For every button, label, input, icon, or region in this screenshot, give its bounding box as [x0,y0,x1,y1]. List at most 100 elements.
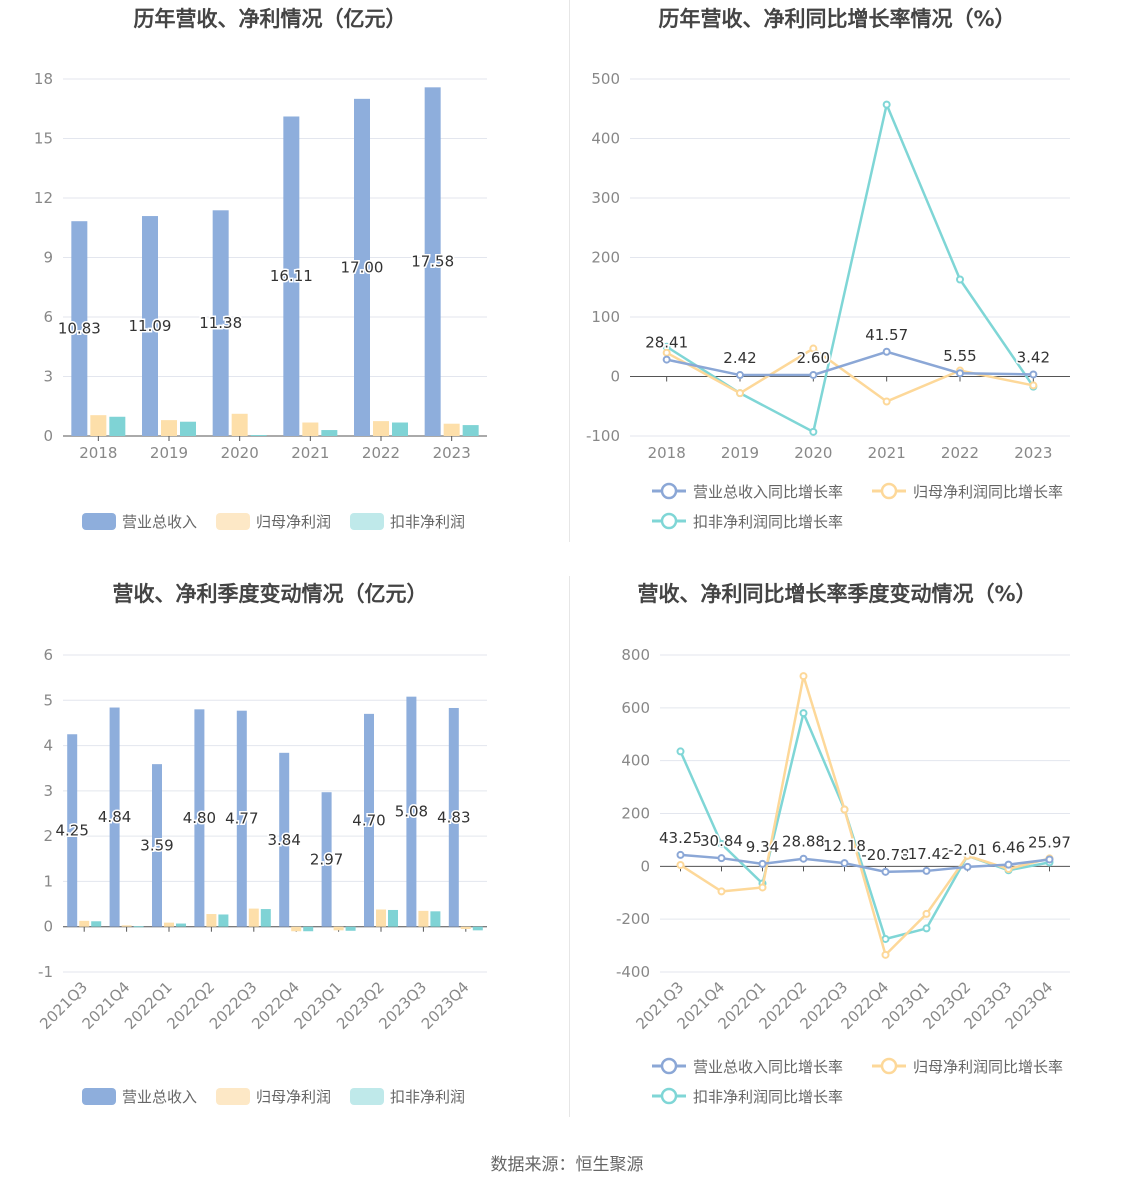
data-label: 2.97 [310,850,343,868]
panel-quarterly-growth-rate: 营收、净利同比增长率季度变动情况（%） -400 -200 0 200 400 600 800… [567,575,1134,1150]
legend-marker [660,512,678,530]
bar-net-profit [248,908,259,927]
x-tick-label: 2023 [433,444,471,462]
legend-label: 扣非净利润同比增长率 [693,1088,843,1106]
data-point [1029,381,1038,390]
legend-label: 归母净利润 [256,1088,331,1106]
divider-bottom [569,576,570,1117]
data-point [676,861,685,870]
data-label: 41.57 [865,326,908,344]
data-point [758,883,767,892]
legend-label: 营业总收入同比增长率 [693,1058,843,1076]
y-tick-label: 18 [34,70,53,88]
bar-deducted-profit [462,425,479,436]
y-tick-label: -200 [616,910,650,928]
bar-net-profit [161,420,177,436]
bar-revenue [364,713,374,927]
y-tick-label: 6 [43,308,53,326]
x-tick-label: 2022 [362,444,400,462]
data-label: 5.55 [943,347,976,365]
legend-swatch [82,1088,116,1105]
data-point [881,934,890,943]
bar-net-profit [460,926,471,929]
data-point [922,909,931,918]
bar-net-profit [79,920,90,927]
y-tick-label: 400 [621,752,650,770]
y-tick-label: 4 [43,737,53,755]
y-tick-label: 400 [591,130,620,148]
data-point [922,924,931,933]
series-line [679,675,1050,958]
bar-revenue [354,98,370,436]
data-point [881,867,890,876]
data-label: 17.00 [341,258,384,276]
y-tick-label: 3 [43,782,53,800]
data-point [809,344,818,353]
data-label: 5.08 [395,803,428,821]
bar-net-profit [443,423,460,436]
chart-annual-revenue-profit: 历年营收、净利情况（亿元） 0 3 6 9 12 15 18 2018 2019 2020 2021 2… [34,7,487,531]
x-tick-label: 2023 [1014,444,1052,462]
bar-net-profit [164,922,174,927]
bar-revenue [406,696,417,927]
data-point [956,275,964,284]
data-label: 4.83 [437,808,470,826]
legend-label: 营业总收入 [122,1088,197,1106]
y-tick-label: 0 [43,427,53,445]
bar-deducted-profit [260,909,271,927]
bar-revenue [283,116,300,437]
chart-title: 历年营收、净利同比增长率情况（%） [658,7,1015,31]
data-point [758,859,767,868]
data-point [809,370,818,379]
data-point [922,866,931,875]
y-tick-label: -1 [38,963,53,981]
x-tick-label: 2018 [79,444,117,462]
x-tick-label: 2018 [648,444,686,462]
data-label: 4.80 [183,809,216,827]
bar-deducted-profit [345,926,356,931]
y-tick-label: 0 [43,918,53,936]
data-label: 4.70 [352,811,385,829]
y-tick-label: 9 [43,249,53,267]
legend-swatch [216,1088,250,1105]
panel-annual-revenue-profit: 历年营收、净利情况（亿元） 0 3 6 9 12 15 18 2018 2019 2020 2021 2… [0,0,567,575]
x-tick-label: 2021 [291,444,329,462]
bar-deducted-profit [392,422,408,436]
series-line [680,853,1050,874]
y-tick-label: 300 [591,189,620,207]
bar-deducted-profit [250,435,267,437]
bar-deducted-profit [109,416,126,436]
data-point [882,397,891,406]
data-source-note: 数据来源：恒生聚源 [490,1155,644,1175]
bar-revenue [71,221,88,436]
bar-revenue [212,210,229,436]
bar-net-profit [418,910,429,927]
data-label: 30.84 [700,832,743,850]
x-tick-label: 2020 [221,444,259,462]
panel-annual-growth-rate: 历年营收、净利同比增长率情况（%） -100 0 100 200 300 400 500 201… [567,0,1134,575]
data-label: 25.97 [1028,833,1071,851]
legend-label: 扣非净利润 [390,1088,465,1106]
legend-label: 营业总收入同比增长率 [693,483,843,501]
legend-marker [660,1057,678,1075]
x-tick-label: 2021 [868,444,906,462]
data-point [662,355,671,364]
bar-revenue [109,707,120,927]
data-label: -20.78 [861,846,909,864]
data-point [840,805,849,814]
bar-revenue [321,792,332,927]
x-tick-label: 2019 [721,444,759,462]
data-point [1004,860,1013,869]
bar-revenue [142,216,158,436]
chart-title: 历年营收、净利情况（亿元） [134,7,407,31]
y-tick-label: 500 [591,70,620,88]
bar-net-profit [376,909,386,927]
bar-net-profit [121,925,132,927]
x-tick-label: 2023Q4 [418,978,473,1033]
legend-swatch [350,513,384,530]
data-label: 3.59 [140,836,173,854]
data-label: 3.84 [267,831,300,849]
data-label: -17.42 [902,845,950,863]
data-point [809,427,818,436]
bar-deducted-profit [176,923,186,927]
